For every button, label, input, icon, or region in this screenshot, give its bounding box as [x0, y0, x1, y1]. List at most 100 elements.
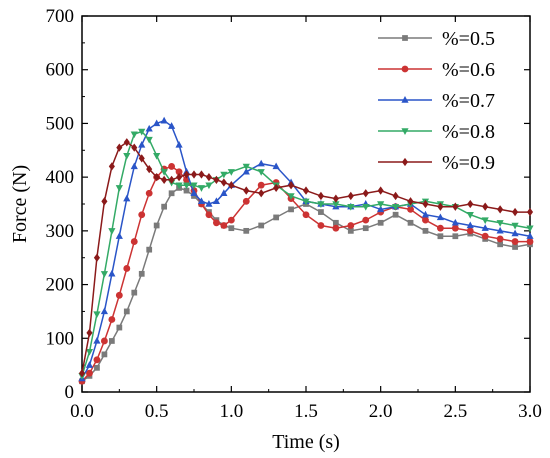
diamond-marker	[108, 162, 115, 171]
triangle-down-marker	[401, 128, 409, 135]
legend-label: %=0.6	[442, 59, 495, 81]
square-marker	[437, 233, 444, 240]
diamond-marker	[467, 199, 474, 209]
legend-item: %=0.8	[378, 121, 495, 143]
diamond-marker	[138, 154, 145, 163]
triangle-down-marker	[220, 171, 228, 179]
legend-label: %=0.8	[442, 121, 495, 143]
triangle-down-marker	[205, 182, 213, 190]
circle-marker	[422, 216, 429, 224]
triangle-up-marker	[130, 162, 138, 170]
diamond-marker	[392, 191, 399, 201]
triangle-down-marker	[526, 225, 534, 233]
diamond-marker	[377, 186, 384, 195]
square-marker	[258, 222, 265, 229]
diamond-marker	[482, 202, 489, 211]
circle-marker	[145, 189, 153, 197]
circle-marker	[123, 265, 131, 272]
y-tick-label: 100	[46, 328, 75, 349]
y-tick-label: 400	[46, 167, 75, 188]
triangle-down-marker	[175, 182, 183, 190]
triangle-up-marker	[168, 122, 176, 129]
triangle-up-marker	[511, 229, 519, 237]
diamond-marker	[332, 194, 339, 203]
x-axis-label: Time (s)	[272, 431, 340, 453]
square-marker	[116, 324, 123, 331]
triangle-up-marker	[481, 224, 489, 231]
triangle-down-marker	[115, 185, 123, 192]
diamond-marker	[317, 191, 324, 201]
circle-marker	[401, 65, 409, 73]
triangle-up-marker	[377, 205, 385, 213]
circle-marker	[93, 356, 101, 364]
x-axis-ticks: 0.0 0.5 1.0 1.5 2.0 2.5 3.0	[70, 16, 542, 422]
diamond-marker	[93, 253, 100, 262]
triangle-up-marker	[205, 200, 213, 207]
square-marker	[183, 187, 190, 194]
circle-marker	[332, 224, 340, 232]
triangle-up-marker	[526, 232, 534, 239]
triangle-down-marker	[93, 311, 101, 319]
circle-marker	[138, 211, 146, 219]
triangle-down-marker	[182, 182, 191, 190]
square-marker	[243, 227, 250, 234]
triangle-down-marker	[302, 198, 310, 206]
square-marker	[288, 206, 294, 213]
diamond-marker	[512, 207, 519, 217]
square-marker	[131, 289, 138, 296]
square-marker	[392, 211, 399, 218]
circle-marker	[212, 219, 220, 227]
diamond-marker	[362, 189, 369, 198]
triangle-up-marker	[436, 213, 444, 221]
series-2	[78, 162, 534, 385]
diamond-marker	[243, 186, 250, 195]
diamond-marker	[497, 205, 504, 214]
square-marker	[377, 219, 384, 226]
triangle-down-marker	[466, 212, 474, 219]
square-marker	[318, 209, 324, 215]
triangle-down-marker	[190, 182, 198, 190]
square-marker	[101, 351, 108, 358]
circle-marker	[227, 216, 235, 224]
triangle-up-marker	[160, 116, 168, 124]
square-marker	[153, 222, 160, 229]
circle-marker	[115, 291, 123, 299]
triangle-down-marker	[145, 136, 153, 144]
y-tick-label: 0	[65, 382, 75, 403]
triangle-up-marker	[401, 96, 409, 103]
square-marker	[512, 244, 518, 250]
square-marker	[146, 246, 153, 253]
diamond-marker	[422, 199, 429, 209]
triangle-down-marker	[160, 169, 168, 176]
triangle-up-marker	[421, 210, 430, 218]
circle-marker	[362, 216, 370, 224]
triangle-down-marker	[130, 131, 138, 139]
triangle-up-marker	[175, 140, 183, 148]
triangle-down-marker	[227, 169, 235, 176]
x-tick-label: 2.0	[369, 401, 393, 422]
diamond-marker	[407, 197, 414, 206]
triangle-down-marker	[287, 193, 295, 200]
triangle-down-marker	[511, 222, 519, 230]
circle-marker	[302, 211, 310, 219]
square-marker	[347, 227, 354, 234]
triangle-down-marker	[123, 152, 131, 160]
x-tick-label: 3.0	[518, 401, 542, 422]
triangle-down-marker	[317, 201, 325, 208]
diamond-marker	[347, 191, 354, 201]
diamond-marker	[213, 175, 220, 184]
diamond-marker	[116, 143, 123, 152]
square-marker	[108, 338, 115, 344]
legend-label: %=0.9	[442, 152, 495, 174]
y-tick-label: 500	[46, 113, 75, 134]
x-tick-label: 0.0	[70, 401, 94, 422]
series-line	[81, 141, 530, 374]
triangle-down-marker	[332, 201, 340, 208]
diamond-marker	[526, 207, 534, 217]
triangle-up-marker	[145, 124, 153, 132]
circle-marker	[220, 222, 228, 229]
diamond-marker	[86, 328, 93, 338]
square-marker	[138, 270, 145, 277]
series-5	[78, 138, 534, 378]
y-axis-label: Force (N)	[9, 165, 31, 243]
